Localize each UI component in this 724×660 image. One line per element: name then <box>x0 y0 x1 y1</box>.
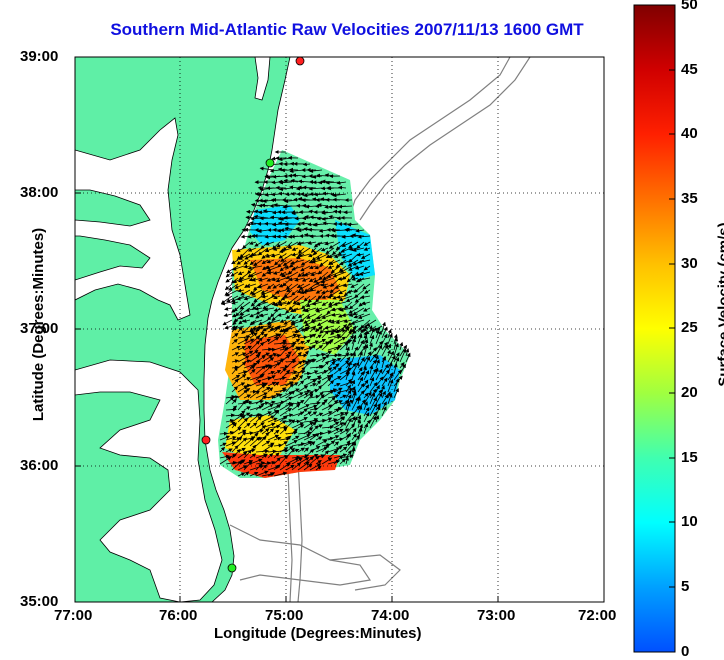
station-mid <box>266 159 274 167</box>
x-tick-0: 77:00 <box>54 607 92 624</box>
y-tick-0: 39:00 <box>20 48 58 65</box>
cb-tick-20: 20 <box>681 384 698 401</box>
cb-tick-40: 40 <box>681 125 698 142</box>
station-south-green <box>228 564 236 572</box>
cb-tick-15: 15 <box>681 449 698 466</box>
station-south-red <box>202 436 210 444</box>
x-tick-5: 72:00 <box>578 607 616 624</box>
x-tick-2: 75:00 <box>265 607 303 624</box>
velocity-arrow <box>279 182 286 183</box>
y-tick-3: 36:00 <box>20 457 58 474</box>
colorbar-label: Surface Velocity (cm/s) <box>716 222 724 386</box>
cb-tick-5: 5 <box>681 578 689 595</box>
cb-tick-30: 30 <box>681 255 698 272</box>
y-tick-4: 35:00 <box>20 593 58 610</box>
velocity-arrow <box>260 218 274 219</box>
cb-tick-35: 35 <box>681 190 698 207</box>
x-tick-4: 73:00 <box>477 607 515 624</box>
colorbar <box>634 5 675 652</box>
cb-tick-10: 10 <box>681 513 698 530</box>
cb-tick-25: 25 <box>681 319 698 336</box>
x-tick-3: 74:00 <box>371 607 409 624</box>
y-axis-label: Latitude (Degrees:Minutes) <box>30 228 47 421</box>
x-axis-label: Longitude (Degrees:Minutes) <box>214 625 422 642</box>
velocity-arrow <box>250 392 256 393</box>
cb-tick-45: 45 <box>681 61 698 78</box>
cb-tick-50: 50 <box>681 0 698 13</box>
cb-tick-0: 0 <box>681 643 689 660</box>
station-north <box>296 57 304 65</box>
velocity-arrow <box>273 224 286 225</box>
velocity-arrow <box>333 200 346 201</box>
y-tick-1: 38:00 <box>20 184 58 201</box>
x-tick-1: 76:00 <box>159 607 197 624</box>
